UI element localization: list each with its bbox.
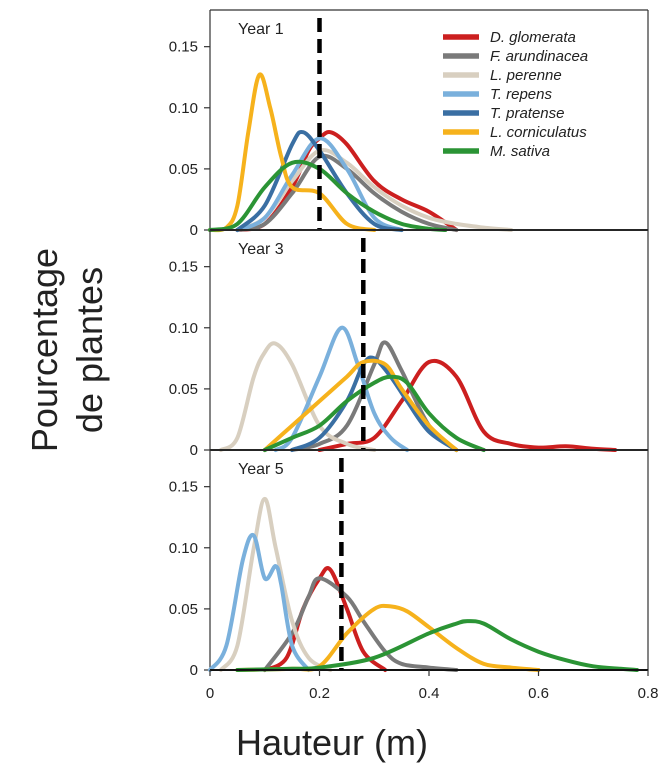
- y-axis-title: Pourcentage de plantes: [24, 248, 110, 452]
- legend-label: T. pratense: [490, 105, 565, 122]
- density-line-0: [317, 358, 618, 452]
- density-line-5: [262, 358, 459, 452]
- density-line-4: [235, 129, 404, 232]
- density-line-0: [235, 130, 459, 232]
- y-tick-label: 0.15: [169, 259, 198, 276]
- x-tick-label: 0.2: [309, 685, 330, 702]
- legend-label: L. corniculatus: [490, 124, 587, 141]
- density-line-3: [235, 136, 404, 232]
- density-line-3: [208, 533, 311, 672]
- density-line-6: [262, 374, 486, 452]
- density-line-1: [262, 576, 459, 672]
- y-tick-label: 0.05: [169, 161, 198, 178]
- y-tick-label: 0.15: [169, 39, 198, 56]
- y-axis-title-line2: de plantes: [69, 267, 110, 433]
- x-axis: 0 0.2 0.4 0.6 0.8: [206, 670, 659, 702]
- panel-year-1: 0 0.05 0.10 0.15 Year 1: [169, 9, 649, 239]
- y-axis-title-line1: Pourcentage: [24, 248, 65, 452]
- panel-year-5: 0 0.05 0.10 0.15 Year 5: [169, 449, 649, 679]
- density-line-2: [218, 341, 377, 452]
- density-line-2: [218, 496, 333, 672]
- x-tick-label: 0.6: [528, 685, 549, 702]
- panel-year-3: 0 0.05 0.10 0.15 Year 3: [169, 229, 649, 459]
- density-line-5: [235, 619, 639, 672]
- x-tick-label: 0.8: [638, 685, 659, 702]
- y-tick-label: 0: [190, 442, 198, 459]
- x-axis-title: Hauteur (m): [235, 722, 429, 763]
- legend-item: D. glomerata: [443, 29, 576, 46]
- y-tick-label: 0.05: [169, 381, 198, 398]
- legend-label: D. glomerata: [490, 29, 576, 46]
- legend-label: F. arundinacea: [490, 48, 588, 65]
- panel-label: Year 5: [238, 461, 284, 478]
- density-line-6: [208, 159, 448, 232]
- density-line-4: [290, 355, 459, 452]
- legend-item: T. repens: [443, 86, 552, 103]
- legend: D. glomerata F. arundinacea L. perenne T. r…: [443, 29, 588, 160]
- y-tick-label: 0: [190, 222, 198, 239]
- legend-item: M. sativa: [443, 143, 550, 160]
- legend-item: L. corniculatus: [443, 124, 587, 141]
- x-tick-label: 0.4: [419, 685, 440, 702]
- density-line-5: [208, 72, 377, 233]
- x-tick-label: 0: [206, 685, 214, 702]
- y-tick-label: 0.10: [169, 320, 198, 337]
- y-tick-label: 0.05: [169, 601, 198, 618]
- legend-item: F. arundinacea: [443, 48, 588, 65]
- legend-label: L. perenne: [490, 67, 562, 84]
- density-line-2: [235, 147, 514, 232]
- legend-label: M. sativa: [490, 143, 550, 160]
- y-tick-label: 0: [190, 662, 198, 679]
- legend-label: T. repens: [490, 86, 552, 103]
- panel-label: Year 1: [238, 21, 284, 38]
- density-line-3: [273, 325, 410, 452]
- y-tick-label: 0.10: [169, 540, 198, 557]
- legend-item: T. pratense: [443, 105, 565, 122]
- panel-label: Year 3: [238, 241, 284, 258]
- y-tick-label: 0.15: [169, 479, 198, 496]
- legend-item: L. perenne: [443, 67, 562, 84]
- density-line-0: [262, 566, 388, 672]
- y-tick-label: 0.10: [169, 100, 198, 117]
